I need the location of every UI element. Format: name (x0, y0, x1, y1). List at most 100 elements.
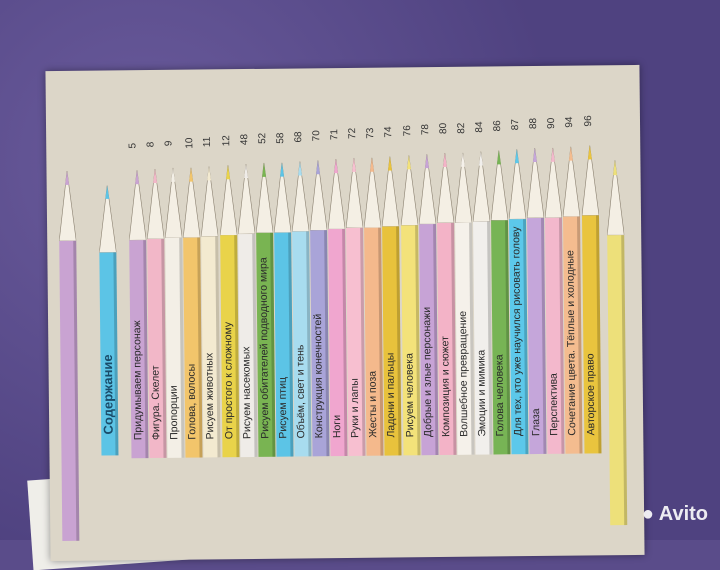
page-number: 9 (164, 141, 175, 147)
pencil-tip (147, 169, 165, 239)
entry-label: Авторское право (584, 353, 597, 435)
pencil-body: Рисуем животных (202, 236, 221, 457)
entry-label: Рисуем насекомых (240, 346, 253, 439)
pencil-body: Сочетание цвета. Тёплые и холодные (563, 216, 582, 453)
entry-label: Ноги (331, 415, 343, 438)
book-page: Содержание Придумываем персонаж 5 Фигура. С… (45, 65, 644, 561)
pencil-body: Ноги (328, 229, 347, 456)
pencil-body: Придумываем персонаж (129, 240, 148, 458)
pencil-tip (472, 151, 490, 221)
entry-label: Рисуем обитателей подводного мира (257, 257, 271, 439)
page-number: 8 (146, 142, 157, 148)
pencil-tip (364, 157, 382, 227)
page-number: 71 (329, 129, 340, 140)
pencil-tip (273, 162, 291, 232)
pencil-tip (99, 185, 117, 252)
entry-label: Глаза (530, 408, 542, 436)
pencil-body: Рисуем человека (401, 225, 420, 455)
pencil-tip (454, 152, 472, 222)
entry-label: От простого к сложному (222, 322, 235, 439)
page-number: 58 (275, 132, 286, 143)
page-number: 76 (402, 125, 413, 136)
pencil-body: Рисуем обитателей подводного мира (256, 233, 275, 457)
pencil-tip (291, 161, 309, 231)
page-number: 94 (564, 116, 575, 127)
page-number: 70 (311, 130, 322, 141)
pencil-body: Голова человека (491, 220, 510, 454)
entry-label: Голова, волосы (186, 364, 199, 440)
page-number: 73 (365, 127, 376, 138)
pencil-body: Авторское право (581, 215, 600, 453)
pencil-body: Конструкция конечностей (310, 230, 329, 456)
page-number: 74 (384, 126, 395, 137)
pencil-body: Содержание (99, 252, 118, 455)
avito-watermark: ● Avito (642, 503, 708, 526)
pencil-body: От простого к сложному (220, 235, 239, 457)
page-number: 48 (239, 134, 250, 145)
pencil-body: Волшебное превращение (455, 222, 474, 455)
pencil-tip (418, 154, 436, 224)
pencil-tip (526, 148, 544, 218)
entry-label: Эмоции и мимика (475, 350, 488, 437)
pencil-body: Эмоции и мимика (473, 221, 492, 454)
pencil-tip (563, 146, 581, 216)
entry-label: Добрые и злые персонажи (421, 307, 434, 437)
entry-label: Для тех, кто уже научился рисовать голов… (510, 226, 524, 436)
pencil-body: Глаза (527, 218, 546, 454)
entry-label: Волшебное превращение (457, 311, 470, 437)
pencil-body: Объём, свет и тень (292, 231, 311, 456)
pencil-tip (58, 171, 76, 241)
page-number: 86 (492, 120, 503, 131)
pencil-body (607, 235, 627, 525)
entry-label: Ладони и пальцы (385, 353, 398, 438)
pencil-body: Жесты и поза (364, 227, 383, 456)
pencil-tip (165, 168, 183, 238)
pencil-tip (255, 163, 273, 233)
entry-label: Придумываем персонаж (131, 320, 144, 440)
pencil-tip (545, 147, 563, 217)
pencil-tip (508, 149, 526, 219)
pencil-tip (128, 170, 146, 240)
entry-label: Объём, свет и тень (294, 345, 307, 439)
page-number: 72 (347, 128, 358, 139)
pencil-body: Рисуем насекомых (238, 234, 257, 457)
page-number: 68 (293, 131, 304, 142)
entry-label: Содержание (100, 354, 116, 434)
pencil-tip (606, 160, 624, 235)
pencil-body: Руки и лапы (346, 228, 365, 456)
pencil-body: Голова, волосы (183, 237, 202, 458)
page-number: 88 (528, 118, 539, 129)
pencil-tip (327, 159, 345, 229)
pencil-tip (382, 156, 400, 226)
pencil-tip (436, 153, 454, 223)
entry-label: Голова человека (493, 354, 506, 436)
entry-label: Сочетание цвета. Тёплые и холодные (565, 250, 579, 436)
page-number: 11 (202, 136, 213, 147)
pencil-body: Композиция и сюжет (437, 223, 456, 455)
entry-label: Перспектива (548, 373, 561, 436)
page-number: 5 (127, 143, 138, 149)
pencil-body: Добрые и злые персонажи (419, 224, 438, 455)
pencil-tip (346, 158, 364, 228)
pencil-body: Рисуем птиц (274, 232, 293, 457)
page-number: 82 (456, 122, 467, 133)
pencil-tip (309, 160, 327, 230)
pencil-tip (201, 166, 219, 236)
page-number: 87 (510, 119, 521, 130)
page-number: 78 (420, 124, 431, 135)
pencil-body: Пропорции (165, 238, 184, 458)
page-number: 80 (438, 123, 449, 134)
pencil-tip (581, 145, 599, 215)
page-number: 96 (583, 115, 594, 126)
entry-label: Конструкция конечностей (312, 314, 325, 439)
pencil-body (59, 241, 79, 541)
pencil-tip (219, 165, 237, 235)
page-number: 12 (221, 135, 232, 146)
pencil-tip (490, 150, 508, 220)
entry-label: Рисуем птиц (276, 377, 289, 439)
pencil-tip (237, 164, 255, 234)
pencil-body: Перспектива (545, 217, 564, 454)
pencil-body: Фигура. Скелет (147, 239, 166, 458)
pencil-tip (400, 155, 418, 225)
entry-label: Рисуем животных (204, 353, 217, 440)
